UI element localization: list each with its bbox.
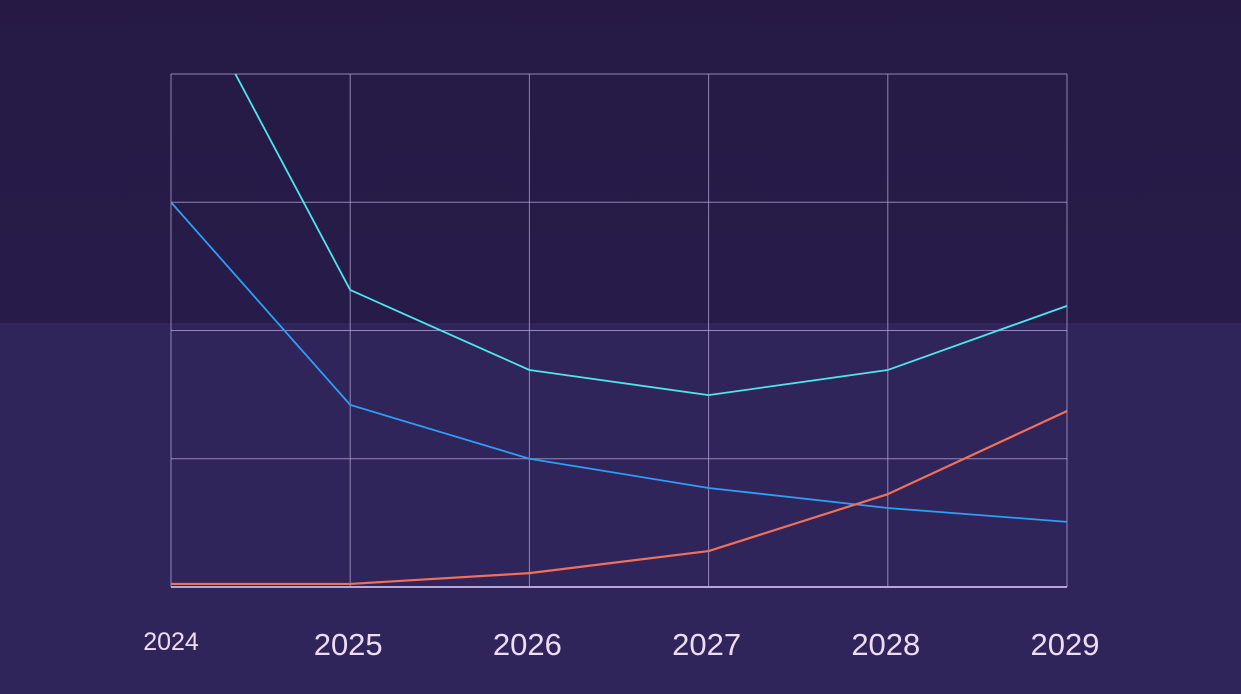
series-line-1 [171, 201, 1067, 523]
x-tick-label: 2027 [672, 627, 741, 662]
series-line-2 [171, 410, 1067, 586]
background-top [0, 0, 1241, 323]
x-tick-label: 2029 [1031, 627, 1100, 662]
series-lines [171, 74, 1067, 586]
series-line-0 [234, 74, 1067, 397]
x-tick-labels: 2024 2025 2026 2027 2028 2029 [143, 627, 1099, 662]
background-bottom [0, 323, 1241, 694]
x-tick-label: 2025 [314, 627, 383, 662]
grid [170, 73, 1068, 588]
x-tick-label: 2028 [851, 627, 920, 662]
x-tick-label: 2024 [143, 628, 199, 656]
x-tick-label: 2026 [493, 627, 562, 662]
